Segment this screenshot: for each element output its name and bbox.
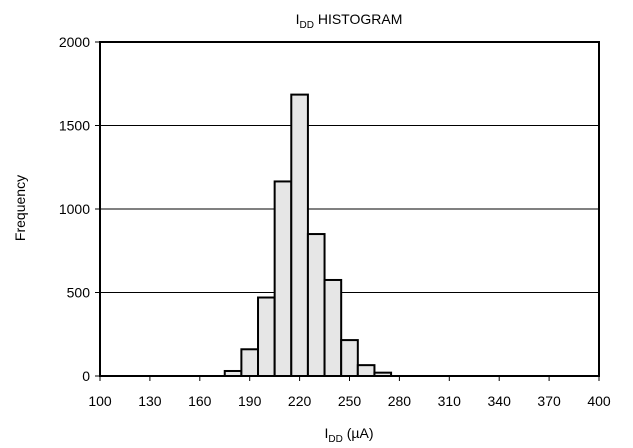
x-tick-label: 250: [338, 393, 362, 409]
histogram-bar: [273, 180, 293, 377]
y-tick-label: 500: [67, 285, 91, 301]
x-tick-label: 190: [238, 393, 262, 409]
x-tick-label: 100: [88, 393, 112, 409]
histogram-bar: [257, 296, 276, 378]
histogram-bar: [356, 364, 376, 377]
y-tick-label: 0: [82, 368, 90, 384]
histogram-bar: [340, 339, 359, 377]
histogram-bar: [323, 278, 343, 378]
histogram-bar: [306, 233, 326, 377]
y-tick-label: 2000: [59, 34, 90, 50]
x-tick-label: 220: [288, 393, 312, 409]
y-tick-label: 1000: [59, 201, 90, 217]
histogram-bar: [240, 348, 260, 377]
x-tick-label: 370: [537, 393, 561, 409]
x-tick-label: 310: [438, 393, 462, 409]
y-axis-ticks: 0 500 1000 1500 2000: [59, 34, 100, 384]
chart-title: IDD HISTOGRAM: [296, 11, 403, 31]
grid-lines: [100, 125, 599, 293]
x-tick-label: 400: [587, 393, 611, 409]
x-tick-label: 280: [388, 393, 412, 409]
y-axis-label: Frequency: [12, 175, 28, 241]
histogram-bar: [290, 93, 309, 377]
x-axis-ticks: 100 130 160 190 220 250 280 310 340 370 400: [88, 376, 611, 409]
x-tick-label: 340: [488, 393, 512, 409]
histogram-bars: [223, 93, 393, 378]
x-axis-label: IDD (µA): [325, 425, 374, 445]
x-tick-label: 130: [138, 393, 162, 409]
x-tick-label: 160: [188, 393, 212, 409]
y-tick-label: 1500: [59, 118, 90, 134]
